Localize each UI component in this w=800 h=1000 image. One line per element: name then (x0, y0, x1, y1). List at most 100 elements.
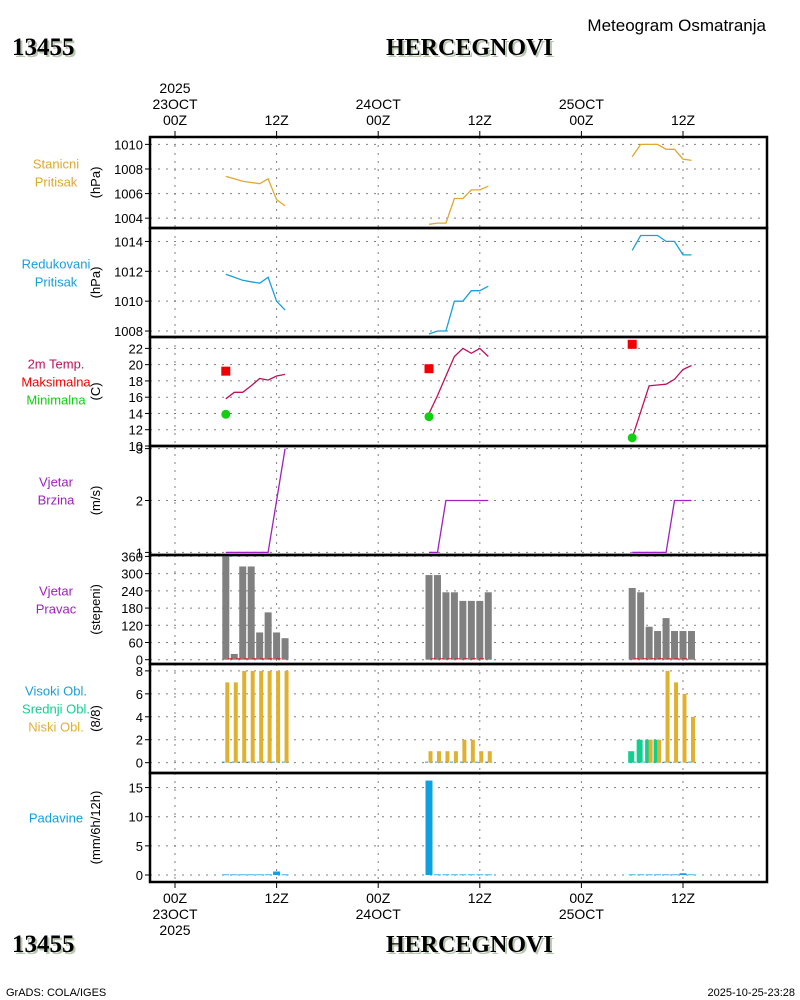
bar-precip (467, 874, 475, 876)
bar-clouds (479, 751, 484, 763)
bar-precip (628, 874, 636, 876)
bar-clouds (250, 670, 255, 763)
bar-clouds (628, 751, 635, 763)
ytick-label: 180 (121, 601, 143, 616)
ytick-label: 4 (136, 710, 143, 725)
bar-precip (273, 871, 281, 876)
panel-legend-label: Pravac (36, 602, 77, 617)
max-temp-marker (221, 366, 231, 376)
series-line-stanicni (225, 175, 286, 207)
panel-stanicni: 1004 1006 1008 1010 (hPa) Stanicni Pritisak (33, 135, 769, 230)
panel-frame (148, 135, 769, 230)
top-xtick-label: 2025 (159, 80, 190, 96)
panel-legend-label: Minimalna (26, 393, 86, 408)
ytick-label: 1008 (114, 324, 143, 339)
top-xtick-label: 12Z (468, 112, 493, 128)
series-line-wind_speed (225, 448, 286, 554)
top-xtick-label: 24OCT (356, 96, 402, 112)
bar-wind_dir (433, 575, 441, 660)
panel-wind_speed: 1 2 3 (m/s) Vjetar Brzina (38, 442, 769, 560)
panel-frame (148, 771, 769, 884)
bar-precip (654, 874, 662, 876)
panel-legend-label: Padavine (29, 811, 83, 826)
bar-clouds (682, 693, 687, 763)
series-line-temp (631, 364, 692, 439)
bar-clouds (242, 670, 247, 763)
ytick-label: 2 (136, 494, 143, 509)
ytick-label: 0 (136, 868, 143, 883)
bar-precip (662, 874, 670, 876)
series-line-redukovani (428, 285, 489, 335)
bar-clouds (445, 751, 450, 763)
panel-legend-label: Niski Obl. (28, 720, 84, 735)
y-axis-label: (stepeni) (88, 584, 103, 635)
bottom-xtick-label: 00Z (163, 890, 188, 906)
bar-precip (687, 874, 695, 876)
panel-redukovani: 1008 1010 1012 1014 (hPa)Redukovani Pritisak (22, 226, 769, 339)
bar-wind_dir (230, 653, 238, 660)
bar-wind_dir (484, 592, 492, 660)
ytick-label: 1014 (114, 234, 143, 249)
bar-clouds (428, 751, 433, 763)
bar-clouds (436, 751, 441, 763)
panel-legend-label: Brzina (38, 493, 76, 508)
station-id-footer: 13455 (12, 931, 75, 958)
bar-wind_dir (662, 618, 670, 660)
bar-wind_dir (442, 592, 450, 660)
panel-legend-label: Pritisak (35, 175, 78, 190)
top-xtick-label: 00Z (366, 112, 391, 128)
panel-legend-label: Vjetar (39, 475, 74, 490)
top-xtick-label: 25OCT (559, 96, 605, 112)
top-xtick-label: 12Z (671, 112, 696, 128)
bar-precip (459, 874, 467, 876)
ytick-label: 22 (129, 341, 143, 356)
bar-wind_dir (628, 587, 636, 660)
bar-precip (425, 780, 433, 876)
bar-precip (239, 874, 247, 876)
bar-precip (476, 874, 484, 876)
ytick-label: 6 (136, 687, 143, 702)
panel-legend-label: Vjetar (39, 584, 74, 599)
ytick-label: 1006 (114, 187, 143, 202)
ytick-label: 1010 (114, 137, 143, 152)
ytick-label: 20 (129, 358, 143, 373)
ytick-label: 1012 (114, 264, 143, 279)
panel-clouds: 0 2 4 6 8 (8/8)Visoki Obl. Srednji Obl. Niski O… (22, 662, 769, 775)
series-line-redukovani (225, 273, 286, 311)
ytick-label: 10 (129, 439, 143, 454)
min-temp-marker (424, 412, 434, 422)
panel-legend-label: Pritisak (35, 275, 78, 290)
min-temp-marker (221, 409, 231, 419)
bar-wind_dir (222, 556, 230, 660)
bottom-xtick-label: 12Z (468, 890, 493, 906)
panel-legend-label: Redukovani (22, 257, 91, 272)
bottom-xtick-label: 12Z (265, 890, 290, 906)
panel-legend-label: 2m Temp. (28, 357, 85, 372)
bar-wind_dir (239, 566, 247, 660)
bar-wind_dir (671, 631, 679, 660)
y-axis-label: (hPa) (88, 267, 103, 299)
ytick-label: 8 (136, 664, 143, 679)
series-line-wind_speed (429, 499, 489, 554)
y-axis-label: (mm/6h/12h) (88, 791, 103, 865)
y-axis-label: (C) (88, 382, 103, 400)
min-temp-marker (627, 433, 637, 443)
series-line-temp (225, 373, 286, 400)
y-axis-label: (hPa) (88, 167, 103, 199)
ytick-label: 1008 (114, 162, 143, 177)
bar-wind_dir (273, 632, 281, 660)
bar-wind_dir (256, 632, 264, 660)
panel-frame (148, 226, 769, 339)
station-id-shadow: 13455 (14, 36, 77, 63)
bar-clouds (225, 682, 230, 763)
series-line-temp (428, 347, 489, 414)
ytick-label: 18 (129, 374, 143, 389)
bar-wind_dir (654, 631, 662, 660)
bar-wind_dir (450, 592, 458, 660)
bottom-xtick-label: 25OCT (559, 906, 605, 922)
bar-wind_dir (679, 631, 687, 660)
bar-precip (264, 874, 272, 876)
panel-legend-label: Visoki Obl. (25, 684, 87, 699)
